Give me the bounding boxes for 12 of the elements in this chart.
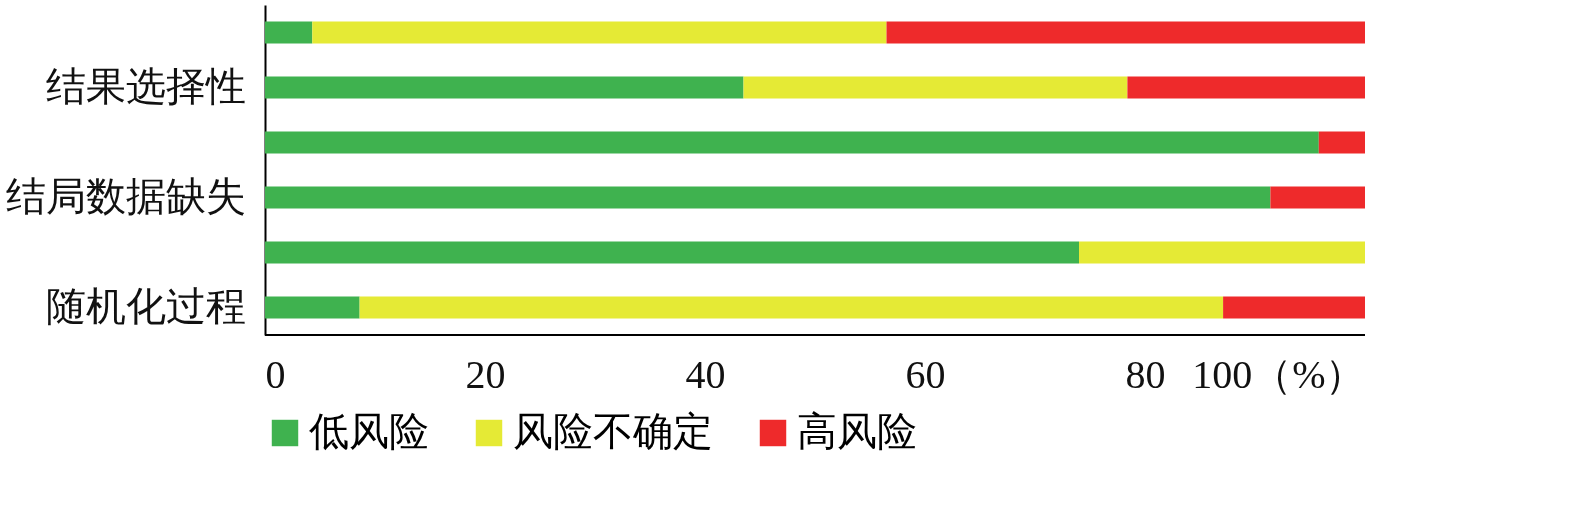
x-tick-label: 40 bbox=[685, 351, 726, 397]
legend-label: 风险不确定 bbox=[513, 409, 713, 454]
x-tick-label: 80 bbox=[1125, 351, 1166, 397]
x-tick-label: 0 bbox=[265, 351, 286, 397]
y-tick-label: 结局数据缺失 bbox=[5, 173, 246, 219]
legend-label: 高风险 bbox=[797, 409, 917, 454]
x-tick-label: 60 bbox=[905, 351, 946, 397]
y-tick-label: 随机化过程 bbox=[45, 283, 246, 329]
y-tick-label: 结果选择性 bbox=[45, 63, 246, 109]
x-tick-label: 100（%） bbox=[1192, 351, 1366, 397]
legend-label: 低风险 bbox=[309, 409, 429, 454]
x-tick-label: 20 bbox=[465, 351, 506, 397]
